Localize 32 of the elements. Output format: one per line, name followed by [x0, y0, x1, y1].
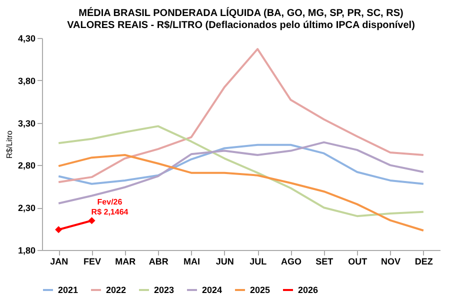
legend-label: 2022: [106, 285, 126, 295]
line-series: [58, 125, 424, 218]
line-series: [58, 154, 424, 232]
y-tick-label: 2,80: [18, 160, 36, 171]
y-tick-label: 2,30: [18, 203, 36, 214]
y-tick-label: 3,80: [18, 76, 36, 86]
x-tick-label: JUN: [216, 256, 234, 266]
legend-label: 2023: [154, 285, 174, 295]
x-tick-label: JUL: [250, 256, 268, 266]
line-series: [58, 48, 424, 184]
line-series: [58, 144, 424, 185]
x-tick-label: AGO: [280, 256, 302, 266]
y-tick-label: 1,80: [18, 246, 36, 256]
annotation: Fev/26 R$ 2,1464: [91, 198, 129, 217]
line-series: [58, 141, 424, 204]
legend-label: 2024: [202, 285, 222, 295]
legend-label: 2021: [58, 285, 78, 295]
legend-label: 2026: [298, 285, 318, 295]
x-tick-label: JAN: [50, 256, 68, 266]
x-tick-label: DEZ: [414, 256, 434, 266]
y-tick-label: 4,30: [18, 34, 36, 44]
legend-label: 2025: [250, 285, 270, 295]
x-tick-label: MAI: [184, 256, 200, 266]
x-tick-label: MAR: [115, 256, 136, 266]
y-tick-label: 3,30: [18, 118, 36, 128]
x-tick-label: NOV: [380, 256, 401, 266]
x-tick-label: ABR: [148, 256, 169, 266]
x-tick-label: SET: [316, 256, 334, 266]
y-axis-title: R$/Litro: [4, 130, 14, 159]
chart-title: MÉDIA BRASIL PONDERADA LÍQUIDA (BA, GO, MG, SP, PR, SC, RS) VALORES REAIS - R$/LITRO (Deflacionados pelo último IPCA disponível): [67, 7, 415, 31]
x-tick-label: OUT: [348, 256, 368, 266]
x-tick-label: FEV: [83, 256, 102, 266]
